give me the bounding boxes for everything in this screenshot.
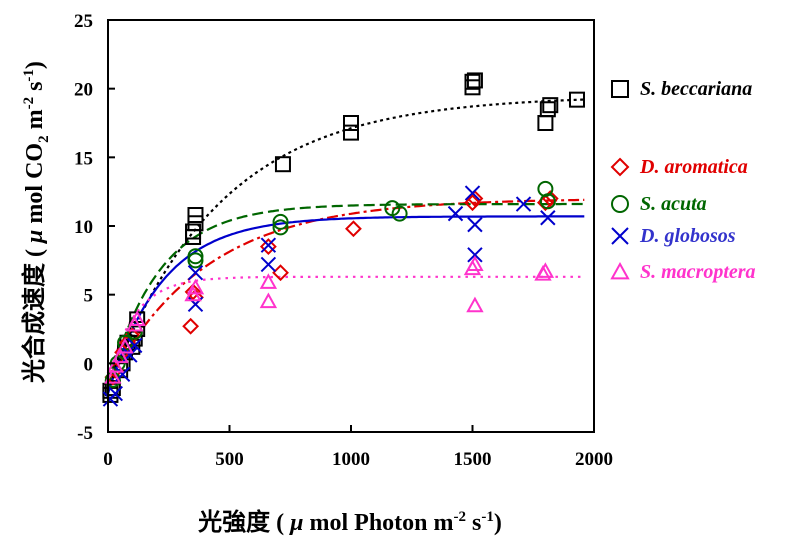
fit-curves bbox=[106, 98, 585, 394]
data-point bbox=[447, 205, 464, 222]
data-point bbox=[345, 220, 362, 238]
x-tick-label: 0 bbox=[103, 449, 113, 470]
data-point bbox=[104, 371, 121, 388]
data-point bbox=[128, 310, 146, 326]
data-point bbox=[466, 72, 483, 89]
x-tick-label: 1500 bbox=[454, 449, 492, 470]
x-axis-title: 光強度 ( μ mol Photon m-2 s-1) bbox=[197, 508, 502, 536]
data-point bbox=[466, 296, 484, 313]
fit-curve bbox=[106, 98, 585, 392]
y-tick-label: 10 bbox=[74, 217, 93, 238]
data-point bbox=[187, 264, 204, 281]
data-point bbox=[116, 337, 134, 354]
data-point bbox=[611, 80, 629, 98]
data-point bbox=[539, 101, 556, 118]
x-tick-label: 1000 bbox=[332, 449, 370, 470]
data-point bbox=[539, 193, 556, 210]
y-tick-label: 0 bbox=[84, 354, 94, 375]
data-point bbox=[537, 180, 554, 197]
data-point bbox=[611, 227, 629, 245]
data-point bbox=[106, 357, 124, 373]
legend-entry: S. acuta bbox=[640, 193, 707, 215]
y-tick-label: 20 bbox=[74, 80, 93, 101]
data-point bbox=[111, 347, 129, 364]
data-point bbox=[272, 219, 289, 236]
data-point bbox=[568, 91, 585, 108]
data-point bbox=[343, 115, 359, 131]
data-point bbox=[467, 216, 483, 233]
legend-entry: S. beccariana bbox=[640, 78, 752, 100]
legend-entry: D. aromatica bbox=[639, 156, 748, 178]
data-point bbox=[343, 124, 359, 141]
y-tick-label: -5 bbox=[77, 423, 93, 444]
data-point bbox=[466, 255, 484, 272]
data-point bbox=[104, 368, 122, 384]
data-point bbox=[464, 194, 481, 212]
data-point bbox=[107, 385, 123, 402]
data-point bbox=[540, 210, 556, 226]
data-point bbox=[272, 213, 289, 230]
data-point bbox=[515, 196, 532, 212]
fit-curve bbox=[106, 215, 585, 394]
data-point bbox=[260, 256, 277, 273]
data-point bbox=[536, 262, 555, 278]
data-point bbox=[182, 317, 200, 335]
y-tick-label: 5 bbox=[84, 286, 94, 307]
fit-curve bbox=[106, 275, 585, 381]
data-point bbox=[187, 252, 204, 269]
data-point bbox=[187, 207, 204, 224]
data-point bbox=[391, 205, 408, 222]
data-point bbox=[464, 185, 481, 201]
data-point bbox=[537, 115, 554, 131]
legend-entry: D. globosos bbox=[639, 225, 736, 247]
data-point bbox=[187, 215, 204, 232]
fit-curve bbox=[107, 198, 585, 385]
data-point bbox=[611, 195, 629, 213]
data-point bbox=[259, 238, 277, 256]
legend: S. beccariana D. aromatica S. acuta D. glob… bbox=[610, 78, 756, 283]
plot-frame bbox=[107, 19, 595, 433]
data-point bbox=[259, 292, 278, 309]
data-point bbox=[610, 261, 630, 280]
data-point bbox=[272, 264, 289, 282]
data-point bbox=[260, 237, 277, 253]
data-point bbox=[610, 157, 630, 177]
data-point bbox=[467, 247, 483, 263]
y-tick-label: 25 bbox=[74, 11, 93, 32]
x-tick-label: 500 bbox=[215, 449, 244, 470]
data-points bbox=[102, 72, 585, 407]
data-point bbox=[184, 283, 202, 301]
fit-curve bbox=[106, 202, 585, 389]
y-tick-label: 15 bbox=[74, 148, 93, 169]
data-point bbox=[259, 273, 278, 289]
data-point bbox=[187, 248, 204, 265]
y-axis-title: 光合成速度 ( μ mol CO2 m-2 s-1) bbox=[20, 61, 52, 384]
data-point bbox=[542, 97, 559, 114]
x-tick-label: 2000 bbox=[575, 449, 613, 470]
axis-ticks: 0 500 1000 1500 2000 -5 0 5 10 15 20 25 bbox=[74, 11, 613, 470]
data-point bbox=[274, 156, 291, 173]
legend-entry: S. macroptera bbox=[640, 261, 756, 283]
data-point bbox=[464, 73, 481, 90]
data-point bbox=[185, 223, 202, 240]
data-point bbox=[186, 278, 205, 295]
